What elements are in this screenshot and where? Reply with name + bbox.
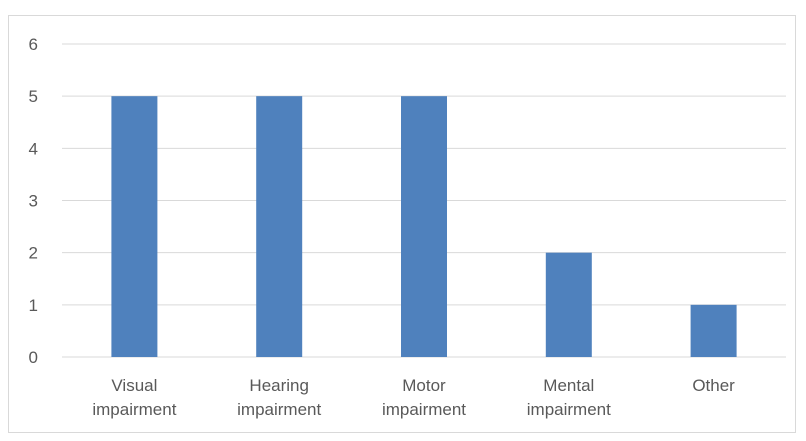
y-tick-label: 4	[29, 139, 38, 158]
bar	[690, 304, 737, 357]
bar	[545, 252, 592, 357]
y-tick-label: 3	[29, 192, 38, 211]
x-axis-labels: Visual impairment Hearing impairment Motor im…	[92, 376, 735, 419]
bar	[256, 96, 303, 358]
bar	[401, 96, 447, 358]
x-category-label: Hearing impairment	[237, 376, 321, 419]
y-tick-label: 6	[29, 35, 38, 54]
y-tick-label: 1	[29, 296, 38, 315]
y-axis-ticks: 0 1 2 3 4 5 6	[29, 35, 38, 367]
x-category-label: Visual impairment	[92, 376, 176, 419]
bar	[111, 96, 158, 358]
x-category-label: Mental impairment	[527, 376, 611, 419]
x-category-label: Motor impairment	[382, 376, 466, 419]
y-tick-label: 5	[29, 87, 38, 106]
x-category-label: Other	[692, 376, 735, 395]
y-tick-label: 2	[29, 244, 38, 263]
bar-series	[111, 96, 737, 358]
y-tick-label: 0	[29, 348, 38, 367]
